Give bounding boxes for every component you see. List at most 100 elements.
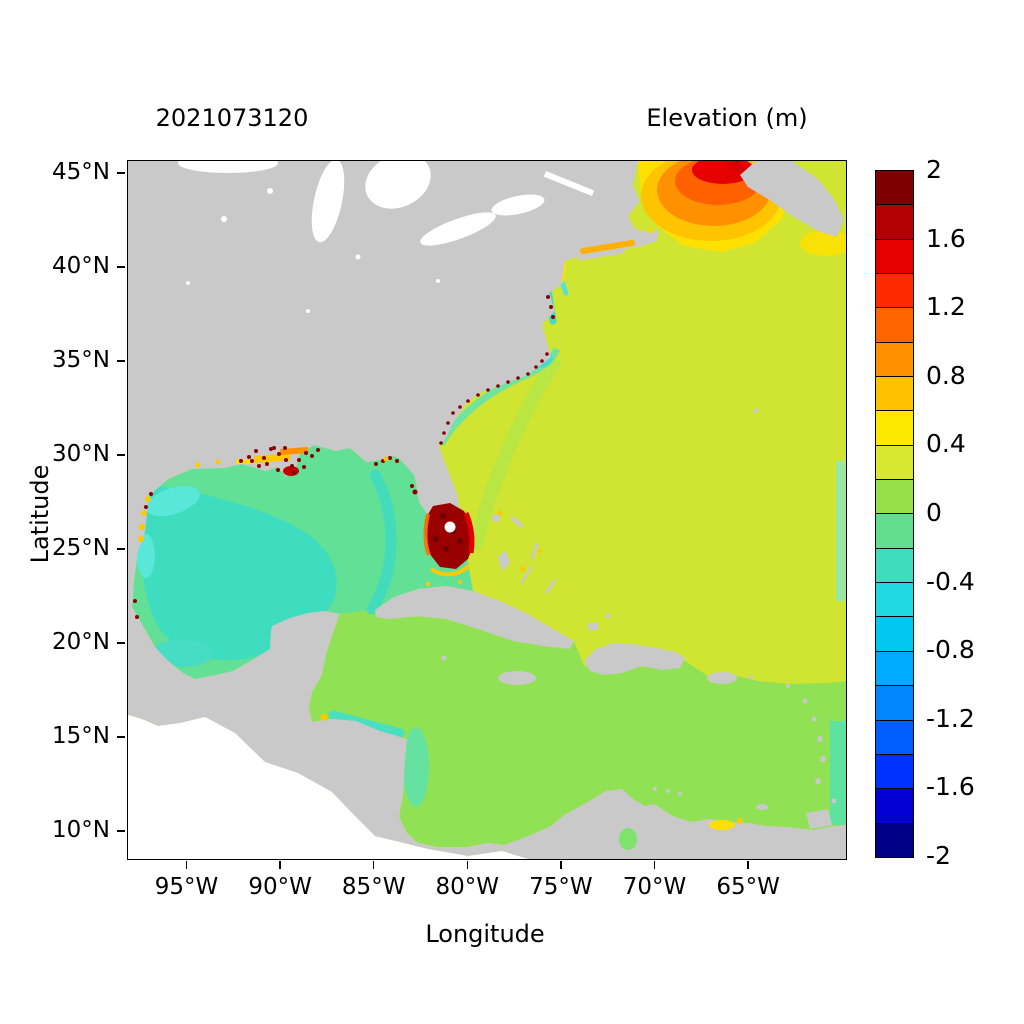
islands [375,408,837,829]
campeche-teal [153,639,213,667]
colorbar-tick-label: 2 [926,155,942,184]
x-tick-mark [747,861,749,869]
colorbar-block [876,719,913,754]
colorbar-block [876,788,913,823]
gulf-teal-region [141,486,337,661]
puerto-rico-island [707,672,737,684]
y-tick-mark [117,360,125,362]
colorbar-block [876,479,913,514]
eleuthera-island [530,543,539,560]
x-tick-label: 70°W [622,874,687,900]
y-tick-label: 20°N [52,629,110,655]
timestamp-title: 2021073120 [155,104,309,132]
colorbar-block [876,513,913,548]
lake-erie [420,212,496,246]
grand-bahama [492,514,500,522]
lake-ontario [491,194,545,216]
y-tick-mark [117,736,125,738]
y-tick-mark [117,266,125,268]
small-lake [306,309,310,313]
elevation-map [128,161,846,859]
colorbar-block [876,204,913,239]
colorbar-block [876,376,913,411]
y-tick-label: 30°N [52,441,110,467]
y-tick-label: 35°N [52,347,110,373]
venezuela-gold-dot [737,818,743,824]
surge-speckle [457,538,463,544]
jamaica-island [498,671,536,685]
x-tick-mark [279,861,281,869]
virgin-islands [749,675,753,679]
lake-huron [365,161,431,209]
florida-east-red-edge [463,512,475,554]
st-lawrence-river [543,171,595,197]
long-island-bahamas [544,579,557,594]
colorbar-block [876,582,913,617]
hispaniola-island [584,644,685,675]
surge-speckle [440,513,446,519]
colorbar-tick-label: 0 [926,498,942,527]
y-tick-label: 45°N [52,159,110,185]
y-tick-mark [117,172,125,174]
gulf-of-honduras-spot [320,713,328,721]
x-tick-label: 65°W [716,874,780,900]
antilles-islet [820,756,826,762]
nova-scotia-land [740,161,844,237]
curacao [666,789,670,793]
south-florida-surge [423,503,475,577]
florida-keys-gold-arc [429,564,471,577]
x-tick-mark [560,861,562,869]
y-tick-label: 10°N [52,817,110,843]
trinidad-island [806,809,832,829]
margarita-island [756,804,768,810]
y-tick-label: 15°N [52,723,110,749]
lake-okeechobee [444,521,456,533]
florida-dark-red-patch [425,503,474,569]
colorbar-tick-label: -1.6 [926,772,975,802]
abaco-island [510,516,524,529]
antilles-islet [802,698,808,704]
bonaire [678,792,682,796]
x-tick-mark [466,861,469,869]
x-axis-label: Longitude [425,920,545,948]
louisiana-coastal-surge [236,447,309,476]
great-lakes [178,161,595,313]
surge-strip [253,453,291,463]
y-tick-label: 25°N [52,535,110,561]
x-tick-mark [185,861,188,869]
coastal-gold-speckles [138,456,542,721]
y-tick-mark [117,830,125,832]
colorbar-tick-label: -1.2 [926,703,975,733]
coastal-surge-speckles [133,295,555,619]
colorbar-block [876,341,913,377]
florida-west-orange-edge [423,513,431,556]
y-tick-mark [117,454,125,456]
small-lake [221,216,227,222]
colorbar-block [876,685,913,720]
turks-islands [605,613,611,619]
open-boundary-strip-south [830,721,846,825]
gulf-stream-band [468,355,562,551]
antilles-islet [815,778,821,784]
aruba [653,787,657,791]
colorbar-tick-label: 1.2 [926,292,966,322]
antilles-islet [811,716,817,722]
pacific-no-data [128,715,528,859]
cayman-islands [441,655,447,661]
mexico-shelf-cyan [137,534,155,578]
nicaragua-shelf [403,727,429,807]
great-inagua [588,623,598,630]
small-lake [186,281,190,285]
long-island-sound [580,240,635,254]
colorbar-block [876,410,913,445]
open-boundary-strip-north [836,461,846,601]
bermuda [753,408,759,414]
cuba-island [375,586,574,649]
colorbar-tick-label: 0.8 [926,360,966,390]
colorbar-block [876,171,913,205]
tobago-island [831,798,837,804]
lake-maracaibo [619,828,637,850]
colorbar-title: Elevation (m) [646,104,808,132]
colorbar [875,170,914,858]
